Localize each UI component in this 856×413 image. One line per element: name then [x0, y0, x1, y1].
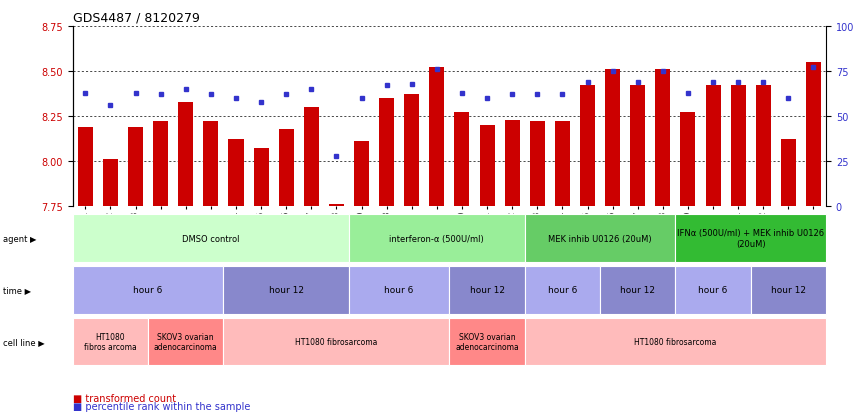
Text: hour 12: hour 12: [771, 286, 805, 294]
Bar: [656, 70, 670, 206]
Bar: [505, 120, 520, 206]
Bar: [78, 128, 92, 206]
Bar: [178, 102, 193, 206]
Text: hour 6: hour 6: [548, 286, 577, 294]
Bar: [253, 149, 269, 206]
Text: SKOV3 ovarian
adenocarcinoma: SKOV3 ovarian adenocarcinoma: [455, 332, 519, 351]
Bar: [630, 86, 645, 206]
Bar: [103, 160, 118, 206]
Text: HT1080 fibrosarcoma: HT1080 fibrosarcoma: [295, 337, 377, 346]
Text: hour 6: hour 6: [134, 286, 163, 294]
Text: MEK inhib U0126 (20uM): MEK inhib U0126 (20uM): [548, 234, 652, 243]
Bar: [605, 70, 620, 206]
Text: time ▶: time ▶: [3, 286, 31, 294]
Bar: [555, 122, 570, 206]
Bar: [354, 142, 369, 206]
Bar: [329, 205, 344, 206]
Text: GDS4487 / 8120279: GDS4487 / 8120279: [73, 11, 199, 24]
Bar: [530, 122, 544, 206]
Bar: [479, 126, 495, 206]
Text: interferon-α (500U/ml): interferon-α (500U/ml): [389, 234, 484, 243]
Bar: [304, 108, 318, 206]
Text: SKOV3 ovarian
adenocarcinoma: SKOV3 ovarian adenocarcinoma: [154, 332, 217, 351]
Text: HT1080 fibrosarcoma: HT1080 fibrosarcoma: [634, 337, 716, 346]
Bar: [153, 122, 168, 206]
Bar: [279, 129, 294, 206]
Bar: [731, 86, 746, 206]
Bar: [229, 140, 243, 206]
Bar: [781, 140, 796, 206]
Text: hour 12: hour 12: [470, 286, 504, 294]
Text: cell line ▶: cell line ▶: [3, 337, 45, 346]
Bar: [580, 86, 595, 206]
Bar: [681, 113, 695, 206]
Bar: [204, 122, 218, 206]
Bar: [404, 95, 419, 206]
Text: ■ percentile rank within the sample: ■ percentile rank within the sample: [73, 401, 250, 411]
Text: hour 6: hour 6: [384, 286, 413, 294]
Bar: [379, 99, 394, 206]
Text: hour 6: hour 6: [698, 286, 728, 294]
Text: HT1080
fibros arcoma: HT1080 fibros arcoma: [84, 332, 137, 351]
Text: agent ▶: agent ▶: [3, 234, 36, 243]
Bar: [756, 86, 770, 206]
Text: DMSO control: DMSO control: [182, 234, 240, 243]
Text: IFNα (500U/ml) + MEK inhib U0126
(20uM): IFNα (500U/ml) + MEK inhib U0126 (20uM): [677, 229, 824, 248]
Bar: [705, 86, 721, 206]
Text: hour 12: hour 12: [269, 286, 304, 294]
Text: hour 12: hour 12: [621, 286, 655, 294]
Bar: [430, 68, 444, 206]
Bar: [806, 63, 821, 206]
Bar: [455, 113, 469, 206]
Text: ■ transformed count: ■ transformed count: [73, 393, 175, 403]
Bar: [128, 128, 143, 206]
